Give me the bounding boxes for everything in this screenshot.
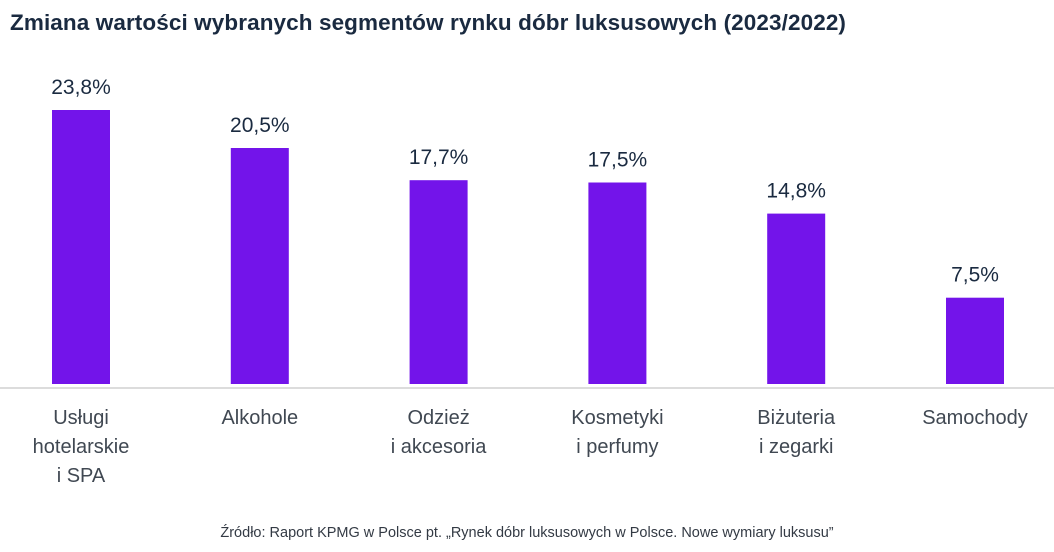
category-label-line: i akcesoria [391, 436, 487, 458]
data-labels-group: 23,8% 20,5% 17,7% 17,5% 14,8% 7,5% [51, 76, 999, 287]
category-label-line: Biżuteria [757, 407, 836, 429]
data-label-2: 17,7% [409, 146, 469, 169]
bar-0 [52, 110, 110, 384]
category-label-line: Odzież [407, 407, 469, 429]
category-label-1: Alkohole [221, 407, 298, 429]
category-label-5: Samochody [922, 407, 1028, 429]
category-labels-group: Usługi hotelarskie i SPA Alkohole Odzież i ak… [33, 407, 1028, 487]
bar-3 [588, 182, 647, 384]
category-label-line: i zegarki [759, 436, 833, 458]
bar-2 [409, 180, 468, 384]
data-label-3: 17,5% [588, 149, 648, 172]
bar-4 [767, 213, 826, 384]
category-label-line: Alkohole [221, 407, 298, 429]
data-label-4: 14,8% [766, 180, 826, 203]
category-label-2: Odzież i akcesoria [391, 407, 487, 458]
data-label-1: 20,5% [230, 114, 290, 137]
category-label-3: Kosmetyki i perfumy [571, 407, 663, 458]
category-label-line: Usługi [53, 407, 109, 429]
category-label-0: Usługi hotelarskie i SPA [33, 407, 130, 487]
data-label-0: 23,8% [51, 76, 111, 99]
chart-title: Zmiana wartości wybranych segmentów rynk… [10, 10, 847, 35]
bars-group [52, 110, 1004, 384]
category-label-line: i SPA [57, 465, 106, 487]
category-label-line: hotelarskie [33, 436, 130, 458]
category-label-line: Kosmetyki [571, 407, 663, 429]
bar-5 [946, 297, 1004, 384]
data-label-5: 7,5% [951, 264, 999, 287]
category-label-line: Samochody [922, 407, 1028, 429]
bar-1 [230, 148, 289, 384]
source-note: Źródło: Raport KPMG w Polsce pt. „Rynek … [220, 525, 834, 541]
category-label-line: i perfumy [576, 436, 658, 458]
category-label-4: Biżuteria i zegarki [757, 407, 836, 458]
